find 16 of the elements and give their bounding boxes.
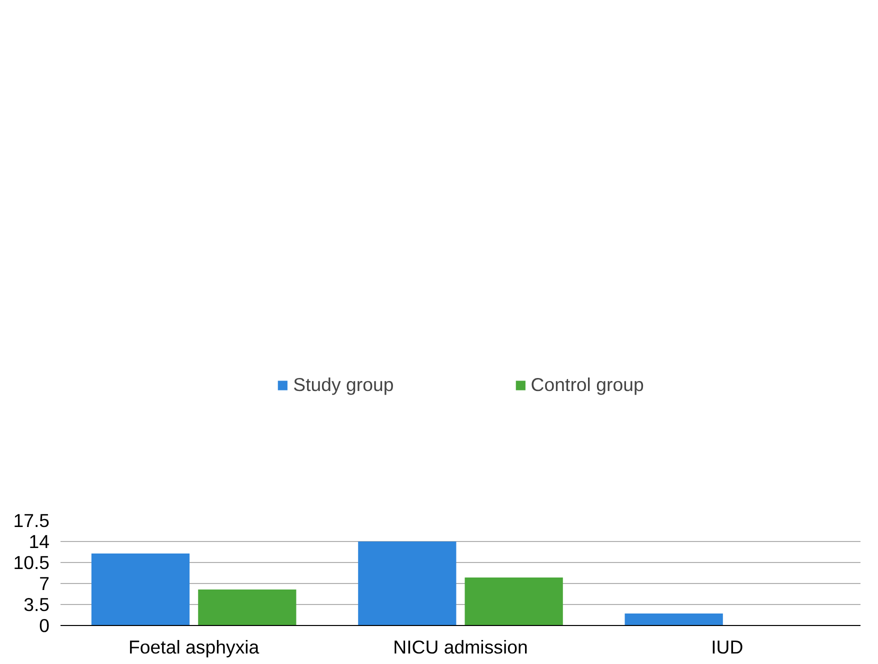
bar [91,554,190,626]
y-tick-label: 0 [39,615,50,636]
x-tick-label: IUD [711,636,744,658]
x-tick-label: NICU admission [393,636,528,658]
y-tick-label: 10.5 [13,552,50,573]
y-tick-label: 14 [28,531,50,552]
bar [464,578,563,626]
bar [358,542,456,626]
bar [624,614,723,626]
legend-label: Study group [293,374,394,396]
y-tick-label: 7 [39,573,50,594]
y-tick-label: 17.5 [13,510,50,531]
bar [198,590,296,626]
y-tick-label: 3.5 [24,594,50,615]
legend-label: Control group [530,374,644,396]
x-tick-label: Foetal asphyxia [128,636,260,658]
